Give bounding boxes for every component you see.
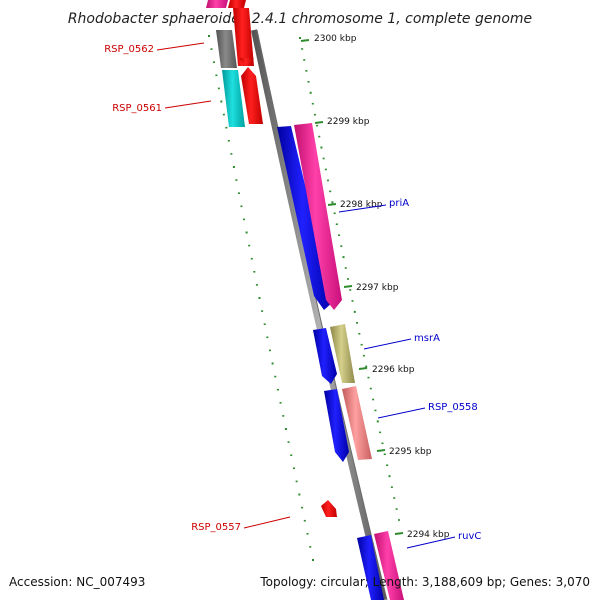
gene-label-rsp0561[interactable]: RSP_0561 bbox=[112, 103, 162, 114]
gene-arrow-msra-blue bbox=[313, 328, 337, 384]
map-title: Rhodobacter sphaeroides 2.4.1 chromosome… bbox=[68, 11, 532, 27]
gene-arrow-msra-olive bbox=[330, 324, 355, 383]
gene-label-pria[interactable]: priA bbox=[389, 198, 409, 209]
leader-ruvc bbox=[406, 536, 456, 549]
tick-2299: 2299 kbp bbox=[314, 117, 370, 127]
tick-2296: 2296 kbp bbox=[358, 365, 415, 375]
gene-label-msra[interactable]: msrA bbox=[414, 333, 440, 344]
gene-arrow-ruvc-blue bbox=[357, 535, 384, 600]
genome-backbone bbox=[251, 29, 387, 600]
gene-arrow-rsp0562-red-head bbox=[239, 58, 254, 66]
leader-rsp0557 bbox=[243, 516, 291, 529]
gene-arrow-rsp0557-red bbox=[321, 500, 337, 517]
accession-text: Accession: NC_007493 bbox=[9, 575, 145, 589]
tick-label: 2294 kbp bbox=[407, 530, 450, 540]
gene-arrow-rsp0561-red bbox=[241, 67, 263, 124]
tick-label: 2300 kbp bbox=[314, 34, 357, 44]
tick-2295: 2295 kbp bbox=[376, 447, 432, 457]
leader-rsp0562 bbox=[156, 42, 205, 51]
gene-arrow-ruvc-pink bbox=[374, 531, 404, 600]
gene-arrow-blue-long bbox=[277, 126, 333, 310]
tick-2294: 2294 kbp bbox=[394, 530, 450, 540]
tick-2298: 2298 kbp bbox=[327, 200, 383, 210]
gene-arrow-rsp0558-blue bbox=[324, 389, 349, 462]
genome-summary-text: Topology: circular; Length: 3,188,609 bp… bbox=[259, 575, 590, 589]
leader-msra bbox=[363, 338, 412, 350]
tick-label: 2299 kbp bbox=[327, 117, 370, 127]
gene-arrow-rsp0562-red bbox=[233, 8, 254, 66]
genome-backbone-shadow bbox=[256, 29, 388, 600]
gene-arrow-pria-pink bbox=[294, 123, 342, 310]
tick-2297: 2297 kbp bbox=[343, 283, 399, 293]
leader-rsp0561 bbox=[164, 100, 212, 109]
gene-label-rsp0557[interactable]: RSP_0557 bbox=[191, 522, 241, 533]
leader-pria bbox=[338, 204, 387, 213]
gene-label-rsp0562[interactable]: RSP_0562 bbox=[104, 44, 154, 55]
inner-tick-track bbox=[208, 35, 314, 561]
gene-label-rsp0558[interactable]: RSP_0558 bbox=[428, 402, 478, 413]
gene-label-ruvc[interactable]: ruvC bbox=[458, 531, 481, 542]
tick-label: 2298 kbp bbox=[340, 200, 383, 210]
gene-arrow-top-pink bbox=[206, 0, 228, 8]
outer-tick-track bbox=[299, 37, 400, 521]
tick-2300: 2300 kbp bbox=[300, 34, 357, 44]
tick-label: 2295 kbp bbox=[389, 447, 432, 457]
leader-rsp0558 bbox=[377, 407, 426, 419]
gene-arrow-rsp0562-gray bbox=[216, 30, 237, 68]
gene-arrow-rsp0558-salmon bbox=[342, 386, 372, 460]
tick-label: 2297 kbp bbox=[356, 283, 399, 293]
tick-label: 2296 kbp bbox=[372, 365, 415, 375]
gene-arrow-top-red bbox=[228, 0, 246, 8]
gene-arrow-rsp0561-cyan bbox=[222, 70, 245, 127]
